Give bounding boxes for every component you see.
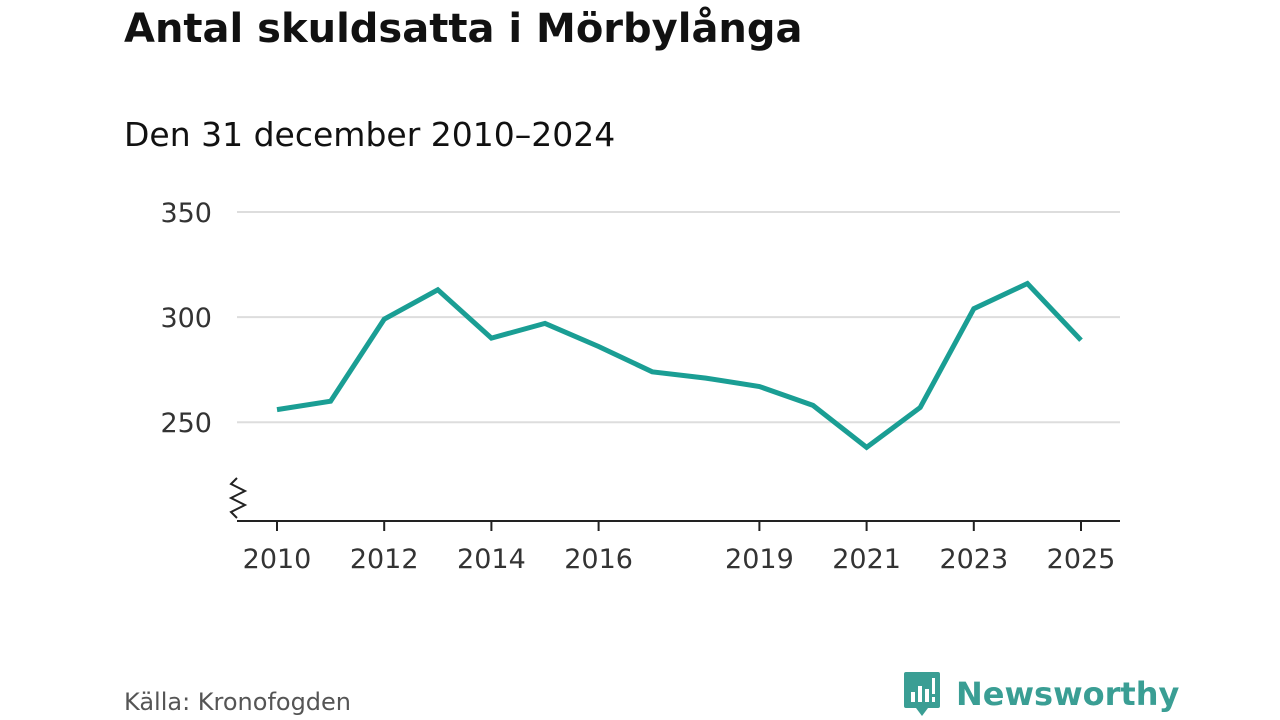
y-tick-label: 300 bbox=[160, 303, 212, 334]
x-tick-label: 2023 bbox=[939, 544, 1008, 575]
axis-break-icon bbox=[228, 477, 248, 519]
brand-logo: Newsworthy bbox=[902, 670, 1179, 718]
x-tick-label: 2021 bbox=[832, 544, 901, 575]
chart-title: Antal skuldsatta i Mörbylånga bbox=[124, 6, 803, 52]
x-tick-label: 2016 bbox=[564, 544, 633, 575]
y-tick-label: 350 bbox=[160, 198, 212, 229]
newsworthy-logo-icon bbox=[904, 672, 940, 716]
series-line bbox=[276, 280, 1083, 451]
x-tick-label: 2010 bbox=[243, 544, 312, 575]
chart-subtitle: Den 31 december 2010–2024 bbox=[124, 115, 616, 154]
brand-name: Newsworthy bbox=[956, 675, 1180, 713]
y-tick-label: 250 bbox=[160, 408, 212, 439]
line-chart: 250 300 350 2010 2012 2014 2016 2019 2021 2023 202… bbox=[160, 198, 1120, 575]
source-note: Källa: Kronofogden bbox=[124, 688, 352, 716]
x-tick-label: 2014 bbox=[457, 544, 526, 575]
x-tick-label: 2012 bbox=[350, 544, 419, 575]
x-tick-label: 2025 bbox=[1047, 544, 1116, 575]
x-tick-label: 2019 bbox=[725, 544, 794, 575]
